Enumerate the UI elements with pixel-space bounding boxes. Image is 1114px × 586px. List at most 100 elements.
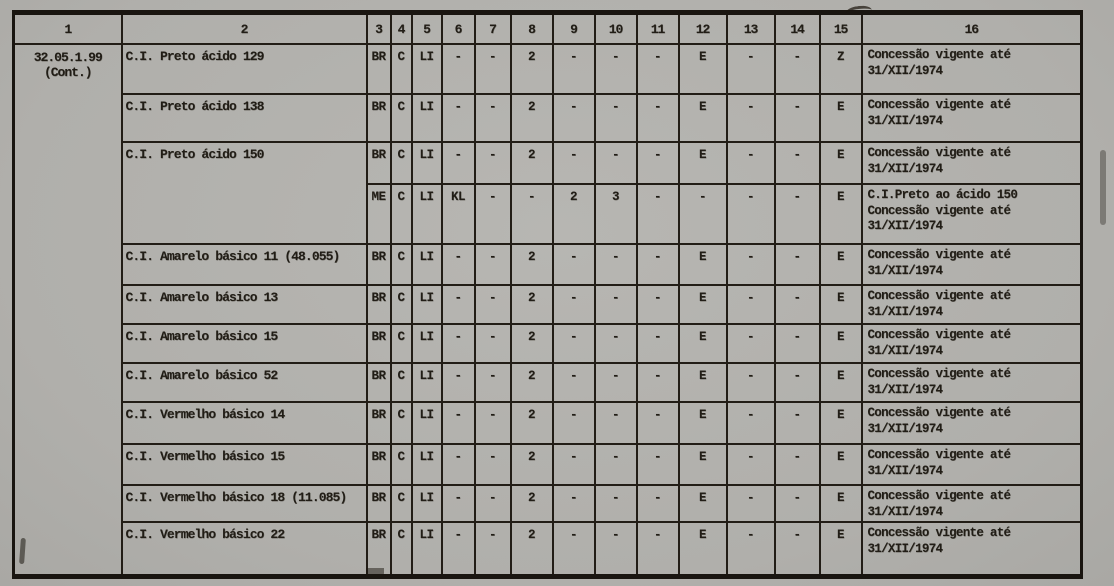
code-cell-col4: C <box>389 183 413 245</box>
column-header-12: 12 <box>677 11 728 45</box>
code-cell-col8: 2 <box>509 43 554 95</box>
code-cell-col11: - <box>635 284 680 325</box>
code-cell-col10: - <box>593 284 638 325</box>
code-cell-col5: LI <box>410 284 443 325</box>
concession-note-cell: C.I.Preto ao ácido 150 Concessão vigente… <box>860 183 1083 245</box>
code-cell-col3: BR <box>365 443 392 486</box>
table-row: C.I. Amarelo básico 11 (48.055) BR C LI - -2-… <box>14 243 1083 286</box>
code-cell-col10: - <box>593 362 638 403</box>
code-cell-col12: E <box>677 141 728 185</box>
code-cell-col6: KL <box>440 183 476 245</box>
code-cell-col11: - <box>635 183 680 245</box>
code-cell-col7: - <box>473 284 512 325</box>
code-cell-col15: E <box>818 323 863 364</box>
code-cell-col8: 2 <box>509 484 554 523</box>
concession-table: 1 2 3 4 5 6 7 8 9 10 11 12 13 14 15 16 32.05.1.99 (Cont.… <box>12 10 1083 579</box>
code-cell-col12: - <box>677 183 728 245</box>
code-cell-col6: - <box>440 443 476 486</box>
code-cell-col13: - <box>725 284 776 325</box>
table-row: C.I. Preto ácido 138 BR C LI - -2- - - E - - E Conce… <box>14 93 1083 143</box>
code-cell-col11: - <box>635 93 680 143</box>
code-cell-col14: - <box>773 141 821 185</box>
code-cell-col8: 2 <box>509 141 554 185</box>
code-cell-col13: - <box>725 362 776 403</box>
code-cell-col13: - <box>725 141 776 185</box>
dye-name-cell: C.I. Amarelo básico 13 <box>120 284 368 325</box>
code-cell-col9: - <box>551 141 596 185</box>
code-cell-col9: - <box>551 243 596 286</box>
code-cell-col6: - <box>440 141 476 185</box>
code-cell-col10: - <box>593 243 638 286</box>
code-cell-col14: - <box>773 521 821 577</box>
table-row: C.I. Preto ácido 150 BR C LI - -2- - - E - - E Conce… <box>14 141 1083 245</box>
code-cell-col11: - <box>635 141 680 185</box>
code-cell-col9: - <box>551 362 596 403</box>
code-cell-col6: - <box>440 362 476 403</box>
code-cell-col9: - <box>551 484 596 523</box>
table-header: 1 2 3 4 5 6 7 8 9 10 11 12 13 14 15 16 <box>12 11 1083 45</box>
code-cell-col14: - <box>773 443 821 486</box>
table-row: C.I. Amarelo básico 15 BR C LI - -2- - - E - - E Con… <box>14 323 1083 364</box>
dye-name-cell: C.I. Amarelo básico 11 (48.055) <box>120 243 368 286</box>
code-cell-col7: - <box>473 521 512 577</box>
code-cell-col11: - <box>635 323 680 364</box>
code-cell-col14: - <box>773 284 821 325</box>
code-cell-col7: - <box>473 484 512 523</box>
code-cell-col8: 2 <box>509 284 554 325</box>
code-cell-col15: E <box>818 243 863 286</box>
code-cell-col3: BR <box>365 521 392 577</box>
code-cell-col14: - <box>773 243 821 286</box>
table-row: C.I. Vermelho básico 14 BR C LI - -2- - - E - - E Co… <box>14 401 1083 445</box>
column-header-14: 14 <box>773 11 821 45</box>
concession-note-cell: Concessão vigente até 31/XII/1974 <box>860 521 1083 577</box>
concession-note-cell: Concessão vigente até 31/XII/1974 <box>860 484 1083 523</box>
concession-note-cell: Concessão vigente até 31/XII/1974 <box>860 243 1083 286</box>
code-cell-col11: - <box>635 484 680 523</box>
code-cell-col15: E <box>818 284 863 325</box>
dye-name-cell: C.I. Vermelho básico 15 <box>120 443 368 486</box>
code-cell-col4: C <box>389 484 413 523</box>
code-cell-col8: 2 <box>509 93 554 143</box>
column-header-5: 5 <box>410 11 443 45</box>
code-cell-col5: LI <box>410 183 443 245</box>
code-cell-col6: - <box>440 323 476 364</box>
column-header-13: 13 <box>725 11 776 45</box>
code-cell-col7: - <box>473 93 512 143</box>
dye-name-cell: C.I. Preto ácido 129 <box>120 43 368 95</box>
code-cell-col4: C <box>389 323 413 364</box>
code-cell-col15: E <box>818 484 863 523</box>
code-cell-col5: LI <box>410 323 443 364</box>
dye-name-cell: C.I. Amarelo básico 15 <box>120 323 368 364</box>
concession-note-cell: Concessão vigente até 31/XII/1974 <box>860 323 1083 364</box>
tariff-code-number: 32.05.1.99 <box>33 50 103 65</box>
table-row: 32.05.1.99 (Cont.) C.I. Preto ácido 129 BR C… <box>12 43 1083 577</box>
code-cell-col8: 2 <box>509 243 554 286</box>
code-cell-col4: C <box>389 93 413 143</box>
code-cell-col11: - <box>635 521 680 577</box>
code-cell-col13: - <box>725 93 776 143</box>
code-cell-col7: - <box>473 141 512 185</box>
code-cell-col12: E <box>677 443 728 486</box>
code-cell-col12: E <box>677 362 728 403</box>
code-cell-col13: - <box>725 401 776 445</box>
code-cell-col10: - <box>593 521 638 577</box>
concession-note-cell: Concessão vigente até 31/XII/1974 <box>860 93 1083 143</box>
code-cell-col14: - <box>773 484 821 523</box>
code-cell-col14: - <box>773 362 821 403</box>
code-cell-col12: E <box>677 401 728 445</box>
code-cell-col15: E <box>818 443 863 486</box>
code-cell-col9: 2 <box>551 183 596 245</box>
code-cell-col13: - <box>725 183 776 245</box>
code-cell-col3: BR <box>365 284 392 325</box>
code-cell-col9: - <box>551 284 596 325</box>
code-cell-col5: LI <box>410 43 443 95</box>
code-cell-col4: C <box>389 141 413 185</box>
code-cell-col6: - <box>440 93 476 143</box>
code-cell-col5: LI <box>410 141 443 185</box>
code-cell-col9: - <box>551 323 596 364</box>
code-cell-col4: C <box>389 362 413 403</box>
code-cell-col12: E <box>677 323 728 364</box>
code-cell-col11: - <box>635 443 680 486</box>
table-row: C.I. Vermelho básico 18 (11.085) BR C LI - -2… <box>14 484 1083 523</box>
